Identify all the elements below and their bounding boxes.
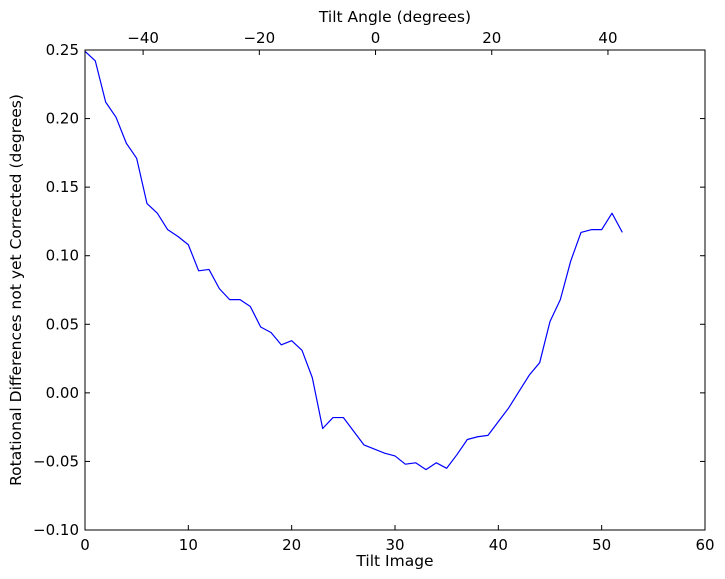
y-tick-label: 0.10 xyxy=(46,247,79,265)
x-tick-label: 50 xyxy=(592,536,611,554)
y-axis-label: Rotational Differences not yet Corrected… xyxy=(7,94,25,486)
series-line-0 xyxy=(84,50,623,471)
x-tick-label: 0 xyxy=(80,536,90,554)
top-x-axis-label: Tilt Angle (degrees) xyxy=(318,8,471,26)
right-axis-ticks xyxy=(700,49,705,531)
y-tick-label: 0.05 xyxy=(46,315,79,333)
x-tick-label: 10 xyxy=(179,536,198,554)
x-tick-label: 60 xyxy=(695,536,714,554)
series-layer xyxy=(84,50,623,471)
x-tick-label: 20 xyxy=(282,536,301,554)
bottom-axis-ticks: 0 10 20 30 40 50 60 xyxy=(80,525,715,554)
top-tick-label: −20 xyxy=(243,29,275,47)
top-axis-ticks: −40 −20 0 20 40 xyxy=(127,29,618,55)
y-tick-label: −0.05 xyxy=(33,452,79,470)
y-tick-label: −0.10 xyxy=(33,521,79,539)
y-tick-label: 0.00 xyxy=(46,384,79,402)
top-tick-label: 20 xyxy=(482,29,501,47)
x-tick-label: 30 xyxy=(385,536,404,554)
left-axis-ticks: 0.25 0.20 0.15 0.10 0.05 0.00 −0.05 −0.10 xyxy=(33,41,90,539)
y-tick-label: 0.20 xyxy=(46,110,79,128)
x-tick-label: 40 xyxy=(489,536,508,554)
x-axis-label: Tilt Image xyxy=(355,552,433,570)
top-tick-label: −40 xyxy=(127,29,159,47)
y-tick-label: 0.15 xyxy=(46,178,79,196)
plot-frame xyxy=(84,49,706,531)
y-tick-label: 0.25 xyxy=(46,41,79,59)
top-tick-label: 0 xyxy=(371,29,381,47)
top-tick-label: 40 xyxy=(598,29,617,47)
